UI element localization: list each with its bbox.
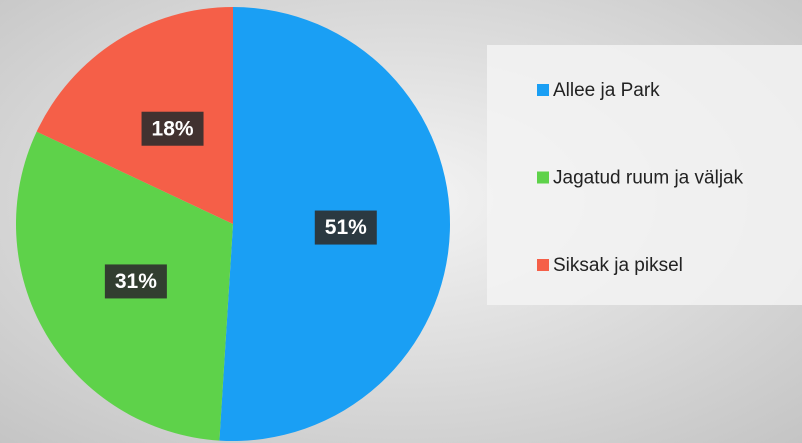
legend-marker <box>537 171 549 184</box>
data-label-box <box>104 264 167 299</box>
data-label: 18% <box>152 117 194 140</box>
data-label-box <box>141 111 204 146</box>
legend-label: Jagatud ruum ja väljak <box>553 168 744 189</box>
data-label: 31% <box>115 270 157 293</box>
legend-marker <box>537 84 549 96</box>
data-label-box <box>314 210 377 245</box>
data-label: 51% <box>325 216 367 239</box>
pie-slice <box>36 7 234 224</box>
legend-marker <box>537 259 549 271</box>
legend-label: Siksak ja piksel <box>553 255 683 276</box>
legend-label: Allee ja Park <box>553 80 660 101</box>
